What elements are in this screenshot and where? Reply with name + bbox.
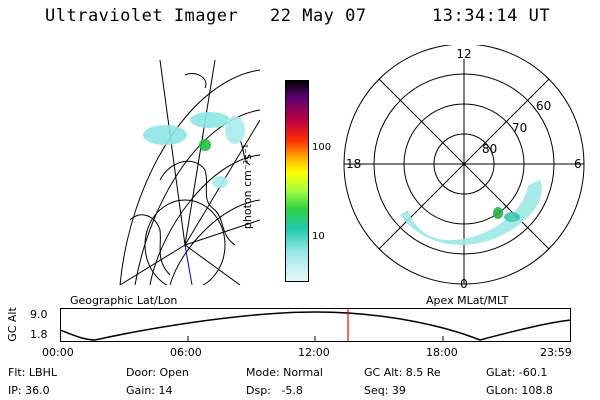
timeline-ytick-min: 1.8 <box>30 328 48 341</box>
map-grid-line <box>119 69 260 285</box>
map-grid-line <box>169 199 260 285</box>
timeline-xtick-1200: 12:00 <box>298 346 330 359</box>
coastline <box>184 73 207 89</box>
aurora-patch <box>199 139 211 151</box>
timeline-xtick-2359: 23:59 <box>540 346 572 359</box>
map-grid-line <box>144 199 226 285</box>
mlt-label-18: 18 <box>346 157 361 171</box>
timeline-xtick-0600: 06:00 <box>170 346 202 359</box>
right-panel-label: Apex MLat/MLT <box>426 294 509 307</box>
colorbar-tick-10: 10 <box>312 231 325 242</box>
map-grid-line <box>184 244 241 285</box>
altitude-curve <box>60 311 572 341</box>
info-gc-alt: GC Alt: 8.5 Re <box>364 366 441 379</box>
timeline-ylabel: GC Alt <box>5 307 19 342</box>
coastline <box>129 214 171 276</box>
map-grid-line <box>184 219 260 246</box>
info-dsp: Dsp: -5.8 <box>246 384 303 397</box>
coastline <box>239 139 251 166</box>
aurora-patch <box>504 212 520 222</box>
timeline-plot <box>60 308 572 342</box>
coastline <box>159 160 236 246</box>
info-filter: Flt: LBHL <box>8 366 57 379</box>
timeline-ytick-max: 9.0 <box>30 308 48 321</box>
mlt-label-12: 12 <box>456 47 471 61</box>
time-label: 13:34:14 UT <box>432 6 551 26</box>
aurora-patch <box>225 116 245 144</box>
info-glat: GLat: -60.1 <box>486 366 548 379</box>
info-glon: GLon: 108.8 <box>486 384 553 397</box>
map-grid-line <box>119 244 186 285</box>
info-gain: Gain: 14 <box>126 384 173 397</box>
aurora-patch <box>143 125 187 145</box>
lat-label-80: 80 <box>482 142 497 156</box>
mlt-label-6: 6 <box>574 157 582 171</box>
colorbar-tick-100: 100 <box>312 142 332 153</box>
map-grid-line <box>159 60 186 246</box>
info-seq: Seq: 39 <box>364 384 406 397</box>
info-mode: Mode: Normal <box>246 366 323 379</box>
timeline-xtick-0000: 00:00 <box>42 346 74 359</box>
aurora-patch <box>212 176 228 188</box>
info-door: Door: Open <box>126 366 189 379</box>
polar-plot: 12 18 6 0 80 70 60 <box>343 45 585 290</box>
spin-axis-line <box>184 244 193 286</box>
info-ip: IP: 36.0 <box>8 384 50 397</box>
lat-label-70: 70 <box>512 121 527 135</box>
auroral-oval <box>400 180 542 245</box>
colorbar-unit-label: photon cm⁻²s⁻¹ <box>241 143 255 230</box>
map-grid-line <box>184 60 216 246</box>
date-label: 22 May 07 <box>270 6 367 26</box>
timeline-xtick-1800: 18:00 <box>426 346 458 359</box>
aurora-bright-spot <box>493 207 503 219</box>
mlt-label-0: 0 <box>460 277 468 290</box>
lat-label-60: 60 <box>536 99 551 113</box>
instrument-title: Ultraviolet Imager <box>45 6 239 26</box>
left-panel-label: Geographic Lat/Lon <box>70 294 178 307</box>
geographic-map <box>119 60 260 286</box>
aurora-patch <box>190 112 230 128</box>
map-grid-line <box>149 154 260 285</box>
colorbar <box>285 80 309 282</box>
